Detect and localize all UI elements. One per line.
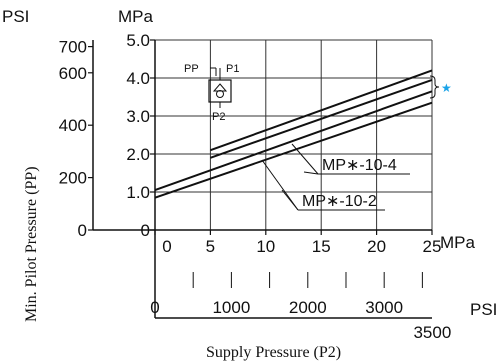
leader-10-2-b (281, 189, 299, 211)
valve-symbol: PP P1 P2 (184, 63, 239, 123)
series-line-0 (210, 69, 433, 152)
x-psi-unit-label: PSI (470, 300, 497, 319)
symbol-p1-label: P1 (226, 63, 239, 75)
y-mpa-tick-label-1: 1.0 (126, 183, 150, 202)
y-mpa-tick-label-4: 4.0 (126, 69, 150, 88)
series-line-3 (154, 101, 433, 199)
x-mpa-tick-label-1: 5 (206, 237, 215, 256)
annotation-10-4: MP∗-10-4 (291, 143, 410, 175)
x-psi-tick-label-3: 3000 (365, 298, 403, 317)
series-line-1 (210, 78, 433, 159)
y-axis-title: Min. Pilot Pressure (PP) (23, 166, 40, 322)
leader-10-2-a (261, 159, 299, 211)
y-psi-tick-label-3: 600 (59, 64, 87, 83)
x-mpa-tick-label-0: 0 (162, 237, 171, 256)
x-mpa-tick-label-4: 20 (367, 237, 386, 256)
x-psi-tick-label-1: 1000 (212, 298, 250, 317)
y-psi-tick-label-4: 700 (59, 38, 87, 57)
y-psi-tick-label-2: 400 (59, 116, 87, 135)
series-group (154, 69, 433, 199)
symbol-pp-label: PP (184, 63, 199, 75)
y-mpa-tick-label-0: 0 (141, 221, 150, 240)
y-psi-tick-label-0: 0 (78, 221, 87, 240)
symbol-p2-label: P2 (212, 111, 225, 123)
annotation-10-2: MP∗-10-2 (261, 159, 385, 211)
grid (155, 39, 433, 230)
brace-icon (429, 75, 440, 99)
y-psi-tick-label-1: 200 (59, 169, 87, 188)
x-psi-tick-label-0: 0 (150, 298, 159, 317)
x-axis-title: Supply Pressure (P2) (206, 344, 341, 361)
series-line-2 (154, 90, 433, 192)
leader-10-4-a (291, 143, 319, 175)
x-mpa-unit-label: MPa (440, 233, 476, 252)
x-mpa-tick-label-2: 10 (256, 237, 275, 256)
y-mpa-unit-label: MPa (118, 7, 154, 26)
label-10-2: MP∗-10-2 (302, 193, 377, 210)
leader-10-4-b (303, 171, 319, 175)
x-psi-tick-label-2: 2000 (289, 298, 327, 317)
label-10-4: MP∗-10-4 (322, 157, 397, 174)
x-mpa-tick-label-5: 25 (423, 237, 442, 256)
y-mpa-tick-label-2: 2.0 (126, 145, 150, 164)
y-psi-unit-label: PSI (2, 7, 29, 26)
star-icon: ★ (441, 81, 452, 95)
x-mpa-tick-label-3: 15 (312, 237, 331, 256)
valve-ball-icon (216, 90, 224, 98)
tick-group: 0 1.0 2.0 3.0 4.0 5.0 0 5 10 15 20 25 0 200 400 600 700 0… (59, 31, 452, 342)
check-valve-icon (212, 83, 228, 92)
x-psi-tick-label-4: 3500 (413, 323, 451, 342)
y-mpa-tick-label-3: 3.0 (126, 107, 150, 126)
y-mpa-tick-label-5: 5.0 (126, 31, 150, 50)
